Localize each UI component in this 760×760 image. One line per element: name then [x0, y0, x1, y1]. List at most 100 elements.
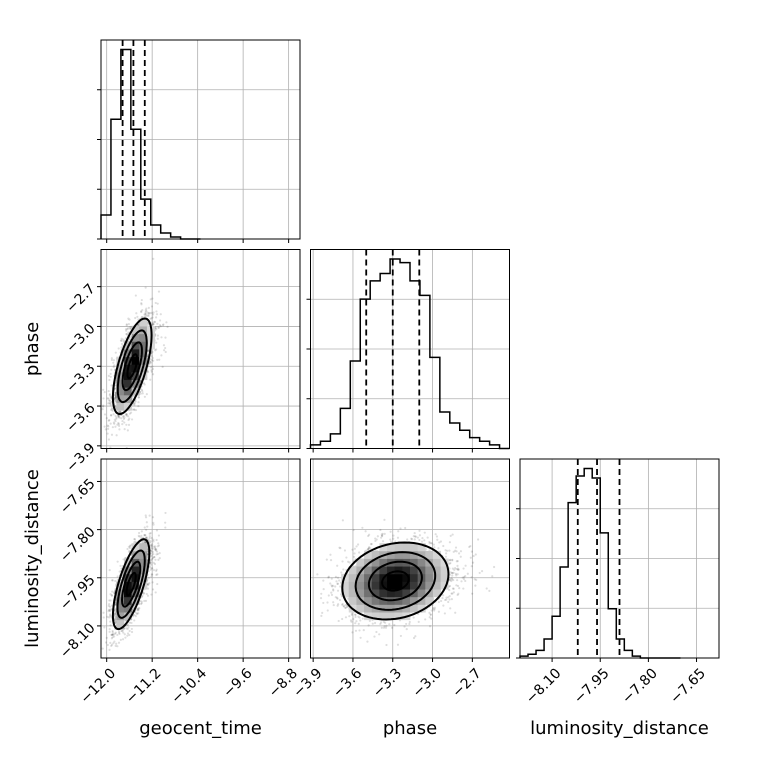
sample-point — [125, 329, 128, 332]
sample-point — [143, 383, 146, 386]
sample-point — [369, 547, 372, 550]
sample-point — [149, 366, 153, 369]
sample-point — [128, 417, 131, 420]
sample-point — [154, 545, 157, 548]
sample-point — [135, 612, 138, 615]
sample-point — [154, 301, 157, 305]
sample-point — [109, 372, 112, 375]
sample-point — [138, 607, 141, 610]
panel-frame — [100, 39, 301, 240]
sample-point — [380, 626, 383, 629]
sample-point — [108, 609, 111, 612]
sample-point — [109, 599, 112, 602]
sample-point — [110, 633, 113, 636]
sample-point — [108, 605, 112, 608]
sample-point — [154, 316, 158, 319]
sample-point — [413, 538, 416, 541]
sample-point — [150, 573, 153, 576]
sample-point — [113, 399, 117, 402]
density-cell — [131, 333, 140, 342]
sample-point — [449, 607, 452, 610]
density-cell — [116, 604, 125, 613]
sample-point — [149, 312, 152, 315]
sample-point — [104, 641, 108, 644]
sample-point — [141, 594, 144, 597]
sample-point — [117, 415, 120, 418]
sample-point — [149, 361, 153, 364]
sample-point — [110, 407, 114, 410]
sample-point — [137, 396, 140, 399]
sample-point — [113, 418, 116, 421]
sample-point — [152, 359, 155, 362]
sample-point — [459, 550, 463, 553]
sample-point — [113, 640, 116, 643]
sample-point — [137, 534, 140, 537]
sample-point — [108, 628, 111, 631]
sample-point — [162, 323, 165, 326]
sample-point — [140, 310, 143, 314]
sample-point — [113, 611, 116, 614]
sample-point — [451, 533, 454, 536]
sample-point — [140, 536, 143, 540]
sample-point — [134, 400, 137, 403]
sample-point — [347, 597, 350, 600]
sample-point — [134, 294, 137, 297]
histogram-geocent_time — [100, 48, 201, 240]
sample-point — [114, 617, 117, 620]
sample-point — [109, 608, 113, 611]
sample-point — [116, 633, 119, 637]
sample-point — [405, 628, 408, 631]
sample-point — [134, 540, 137, 543]
sample-point — [133, 541, 136, 544]
sample-point — [108, 399, 111, 402]
sample-point — [151, 350, 154, 354]
sample-point — [150, 546, 153, 550]
sample-point — [122, 352, 125, 355]
density-cell — [131, 581, 140, 590]
sample-point — [129, 335, 132, 339]
sample-point — [120, 342, 124, 346]
density-cell — [131, 387, 140, 396]
sample-point — [126, 327, 129, 331]
sample-point — [110, 594, 113, 597]
sample-point — [151, 573, 154, 576]
sample-point — [156, 582, 159, 586]
sample-point — [125, 413, 128, 416]
sample-point — [359, 619, 362, 622]
sample-point — [144, 514, 147, 517]
sample-point — [114, 616, 117, 619]
sample-point — [150, 358, 154, 362]
sample-point — [104, 428, 107, 431]
sample-point — [336, 582, 340, 585]
density-cell — [123, 566, 133, 575]
sample-point — [118, 630, 121, 633]
sample-point — [120, 339, 123, 342]
sample-point — [149, 559, 153, 562]
sample-point — [151, 567, 154, 570]
density-cell — [131, 349, 140, 358]
density-cell — [123, 604, 133, 613]
sample-point — [151, 547, 154, 550]
sample-point — [113, 397, 116, 400]
sample-point — [133, 619, 136, 622]
sample-point — [137, 607, 140, 610]
sample-point — [373, 621, 377, 625]
sample-point — [106, 615, 109, 618]
density-cell — [123, 387, 133, 396]
sample-point — [163, 349, 166, 352]
sample-point — [366, 548, 369, 551]
sample-point — [130, 418, 134, 421]
sample-point — [107, 425, 110, 428]
sample-point — [156, 322, 159, 325]
sample-point — [110, 400, 113, 404]
sample-point — [118, 416, 121, 419]
sample-point — [118, 570, 121, 573]
sample-point — [119, 339, 123, 342]
sample-point — [107, 389, 110, 393]
scatter-panel-geocent_time-luminosity_distance — [100, 458, 301, 659]
sample-point — [164, 336, 167, 339]
sample-point — [125, 413, 128, 416]
sample-point — [153, 546, 157, 549]
sample-point — [114, 391, 117, 395]
sample-point — [144, 311, 147, 314]
